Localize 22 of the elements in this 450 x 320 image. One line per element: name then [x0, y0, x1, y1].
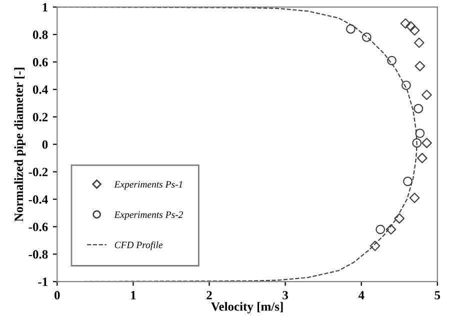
- y-tick-label: 0.8: [32, 30, 48, 40]
- y-tick-label: 1: [42, 3, 48, 12]
- y-tick-label: 0.4: [32, 85, 48, 94]
- y-tick-label: -0.4: [28, 195, 48, 204]
- legend-label: CFD Profile: [114, 241, 163, 250]
- x-tick-label: 4: [358, 291, 364, 300]
- x-tick-label: 5: [434, 291, 440, 300]
- x-axis-title: Velocity [m/s]: [211, 302, 283, 314]
- y-tick-label: -0.2: [28, 168, 48, 176]
- legend-label: Experiments Ps-1: [114, 181, 182, 190]
- y-tick-label: -0.6: [28, 222, 48, 232]
- x-tick-label: 3: [282, 291, 288, 300]
- x-tick-label: 2: [206, 291, 212, 300]
- legend-label: Experiments Ps-2: [114, 211, 183, 220]
- x-tick-label: 0: [54, 290, 60, 300]
- y-axis-title: Normalized pipe diameter [-]: [14, 68, 26, 222]
- y-tick-label: 0.6: [32, 58, 48, 66]
- y-tick-label: 0.2: [32, 112, 48, 122]
- y-tick-label: -1: [38, 278, 48, 286]
- y-tick-label: 0: [42, 140, 48, 149]
- y-tick-label: -0.8: [28, 250, 48, 259]
- x-tick-label: 1: [131, 291, 136, 300]
